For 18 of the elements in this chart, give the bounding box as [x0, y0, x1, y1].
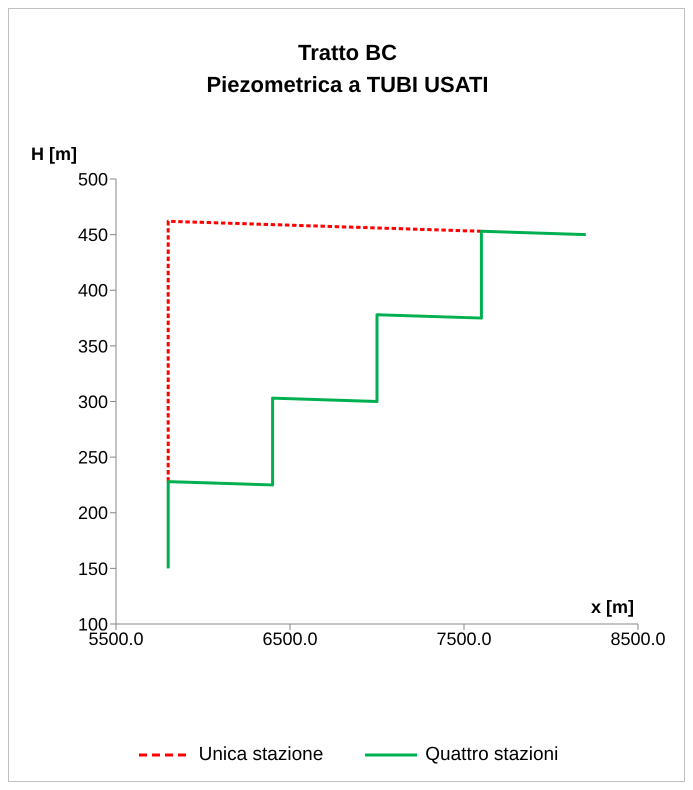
- x-tick-label: 8500.0: [610, 628, 666, 649]
- x-tick-label: 6500.0: [262, 628, 318, 649]
- legend-label: Unica stazione: [198, 744, 324, 766]
- y-tick-label: 250: [78, 448, 108, 468]
- y-tick-label: 500: [78, 169, 108, 190]
- line-series: [166, 230, 588, 570]
- y-axis-title: H [m]: [31, 144, 77, 165]
- y-tick-label: 300: [78, 392, 108, 412]
- y-tick-label: 350: [78, 336, 108, 356]
- y-tick-label: 400: [78, 280, 108, 301]
- x-tick-label: 7500.0: [436, 628, 492, 649]
- y-tick-label: 450: [78, 225, 108, 246]
- x-axis-title: x [m]: [591, 597, 634, 618]
- chart-title: Tratto BC: [297, 39, 398, 67]
- chart-subtitle: Piezometrica a TUBI USATI: [206, 71, 490, 99]
- y-tick-label: 200: [78, 503, 108, 524]
- legend-label: Quattro stazioni: [425, 744, 558, 766]
- y-tick-label: 150: [78, 558, 108, 579]
